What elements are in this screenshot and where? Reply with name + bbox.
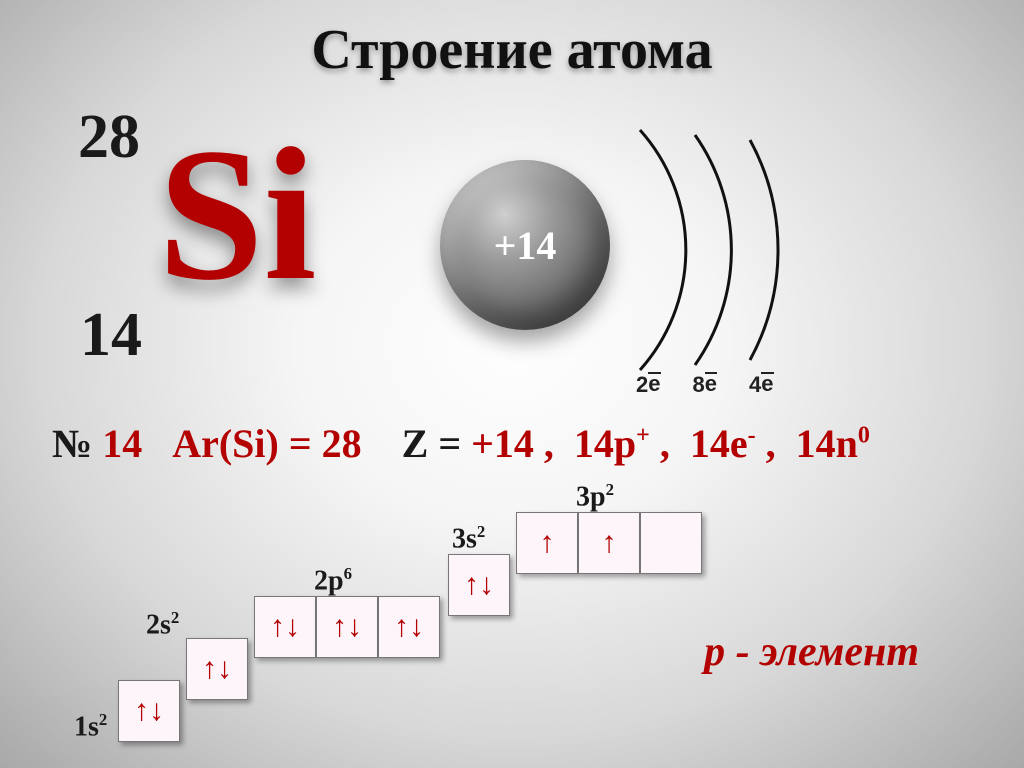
orbital-level-3p: 3p2↑↑ <box>516 512 702 574</box>
orbital-level-2p: 2p6↑↓↑↓↑↓ <box>254 596 440 658</box>
orbital-label: 1s2 <box>74 710 107 743</box>
orbital-label: 2s2 <box>146 608 179 641</box>
orbital-box <box>640 512 702 574</box>
shell-label-2: 8e <box>693 372 718 398</box>
orbital-boxes: ↑↓ <box>448 554 510 616</box>
p-element-label: p - элемент <box>704 628 919 676</box>
orbital-label: 2p6 <box>314 564 352 597</box>
element-symbol: Si <box>158 120 316 310</box>
orbital-boxes: ↑↓ <box>118 680 180 742</box>
orbital-level-1s: 1s2↑↓ <box>118 680 180 742</box>
orbital-level-3s: 3s2↑↓ <box>448 554 510 616</box>
num-value: 14 <box>102 420 142 467</box>
orbital-boxes: ↑↓ <box>186 638 248 700</box>
electrons: 14e- <box>690 420 756 467</box>
protons: 14p+ <box>574 420 650 467</box>
num-prefix: № <box>52 420 92 467</box>
page-title: Строение атома <box>0 18 1024 82</box>
orbital-box: ↑↓ <box>316 596 378 658</box>
atomic-number: 14 <box>80 300 142 371</box>
orbital-box: ↑↓ <box>254 596 316 658</box>
shell-label-1: 2e <box>636 372 661 398</box>
orbital-box: ↑ <box>516 512 578 574</box>
z-value: +14 <box>471 420 534 467</box>
neutrons: 14n0 <box>796 420 870 467</box>
orbital-box: ↑↓ <box>378 596 440 658</box>
orbital-diagram: 1s2↑↓2s2↑↓2p6↑↓↑↓↑↓3s2↑↓3p2↑↑ <box>70 490 770 750</box>
orbital-boxes: ↑↑ <box>516 512 702 574</box>
z-label: Z = <box>402 420 461 467</box>
nucleus-charge: +14 <box>494 222 557 269</box>
orbital-label: 3s2 <box>452 522 485 555</box>
shell-labels: 2e 8e 4e <box>636 372 774 398</box>
orbital-boxes: ↑↓↑↓↑↓ <box>254 596 440 658</box>
electron-shells <box>580 120 980 380</box>
orbital-box: ↑↓ <box>118 680 180 742</box>
orbital-box: ↑ <box>578 512 640 574</box>
orbital-label: 3p2 <box>576 480 614 513</box>
ar-label: Ar(Si) = 28 <box>172 420 361 467</box>
mass-number: 28 <box>78 102 140 173</box>
orbital-level-2s: 2s2↑↓ <box>186 638 248 700</box>
shell-label-3: 4e <box>749 372 774 398</box>
orbital-box: ↑↓ <box>186 638 248 700</box>
orbital-box: ↑↓ <box>448 554 510 616</box>
properties-line: № 14 Ar(Si) = 28 Z = +14, 14p+, 14e-, 14… <box>52 420 870 467</box>
